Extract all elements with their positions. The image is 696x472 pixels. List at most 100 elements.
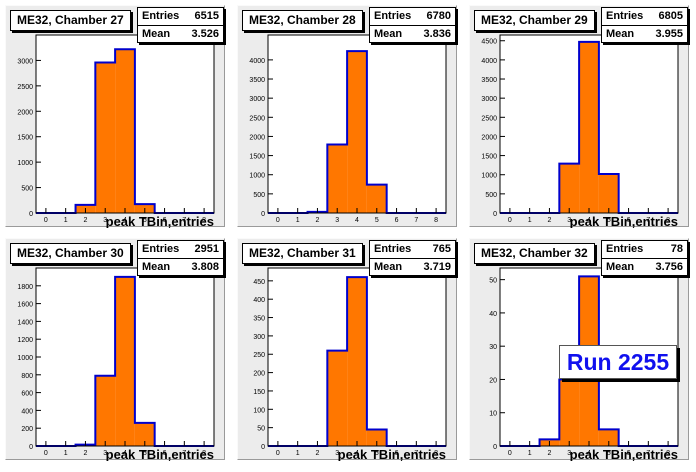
chamber-title: ME32, Chamber 30: [10, 243, 131, 264]
stats-box: Entries 6515 Mean 3.526: [137, 7, 224, 43]
stats-entries-label: Entries: [374, 243, 412, 255]
y-tick-label: 1400: [17, 319, 33, 326]
y-tick-label: 1000: [17, 160, 33, 167]
x-tick-label: 3: [335, 217, 339, 224]
y-tick-label: 3000: [17, 58, 33, 65]
x-tick-label: 3: [335, 450, 339, 457]
stats-mean-row: Mean 3.955: [602, 25, 687, 42]
y-tick-label: 500: [485, 192, 497, 199]
x-tick-label: 8: [202, 450, 206, 457]
x-tick-label: 2: [315, 217, 319, 224]
stats-entries-value: 78: [670, 243, 683, 255]
y-tick-label: 350: [253, 316, 265, 323]
chamber-title: ME32, Chamber 32: [474, 243, 595, 264]
y-tick-label: 1000: [249, 173, 265, 180]
histogram-plot: 0 500 1000 1500 2000 2500 3000 3500 4000 0 1 2 3 4 5 6 7…: [249, 34, 447, 224]
histogram-bar: [347, 277, 367, 446]
stats-mean-row: Mean 3.836: [370, 25, 455, 42]
x-tick-label: 3: [103, 450, 107, 457]
x-tick-label: 0: [44, 450, 48, 457]
y-tick-label: 250: [253, 352, 265, 359]
x-tick-label: 2: [83, 450, 87, 457]
y-tick-label: 4000: [481, 58, 497, 65]
y-tick-label: 4000: [249, 58, 265, 65]
stats-entries-label: Entries: [142, 10, 180, 22]
y-tick-label: 3000: [249, 96, 265, 103]
y-tick-label: 0: [261, 211, 265, 218]
x-tick-label: 5: [143, 450, 147, 457]
x-tick-label: 8: [666, 450, 670, 457]
x-tick-label: 0: [276, 217, 280, 224]
y-tick-label: 50: [257, 426, 265, 433]
x-tick-label: 6: [395, 450, 399, 457]
x-tick-label: 6: [163, 450, 167, 457]
x-tick-label: 7: [646, 450, 650, 457]
stats-entries-label: Entries: [142, 243, 180, 255]
x-tick-label: 6: [395, 217, 399, 224]
chamber-title-text: ME32, Chamber 32: [481, 246, 588, 260]
stats-entries-label: Entries: [606, 243, 644, 255]
x-tick-label: 7: [414, 217, 418, 224]
x-tick-label: 1: [296, 450, 300, 457]
x-tick-label: 2: [547, 450, 551, 457]
x-tick-label: 5: [375, 217, 379, 224]
histogram-bar: [347, 51, 367, 213]
stats-mean-value: 3.955: [655, 28, 683, 40]
stats-entries-row: Entries 765: [370, 241, 455, 257]
histogram-bar: [559, 379, 580, 446]
y-tick-label: 2500: [17, 84, 33, 91]
y-tick-label: 1000: [481, 173, 497, 180]
y-tick-label: 1000: [17, 355, 33, 362]
y-tick-label: 0: [29, 211, 33, 218]
y-tick-label: 50: [489, 278, 497, 285]
y-tick-label: 500: [21, 186, 33, 193]
stats-entries-label: Entries: [606, 10, 644, 22]
x-tick-label: 3: [567, 450, 571, 457]
chamber-title-text: ME32, Chamber 29: [481, 13, 588, 27]
x-axis-title: peak TBin,entries: [106, 214, 214, 228]
chamber-title-text: ME32, Chamber 30: [17, 246, 124, 260]
histogram-plot: 0 50 100 150 200 250 300 350 400 450 0 1 2 3 4 5 6 7 8peak…: [253, 267, 447, 461]
x-tick-label: 7: [646, 217, 650, 224]
y-tick-label: 1200: [17, 337, 33, 344]
x-tick-label: 5: [607, 217, 611, 224]
y-tick-label: 3500: [481, 77, 497, 84]
histogram-pad: 0 500 1000 1500 2000 2500 3000 3500 4000 4500 0 1 2 3…: [469, 5, 689, 228]
y-tick-label: 3000: [481, 96, 497, 103]
chamber-title: ME32, Chamber 27: [10, 10, 131, 31]
stats-box: Entries 2951 Mean 3.808: [137, 240, 224, 276]
stats-entries-value: 2951: [194, 243, 219, 255]
chamber-title: ME32, Chamber 31: [242, 243, 363, 264]
chamber-title-text: ME32, Chamber 31: [249, 246, 356, 260]
y-tick-label: 1500: [481, 154, 497, 161]
y-tick-label: 1500: [17, 135, 33, 142]
histogram-bar: [598, 173, 619, 213]
y-tick-label: 1500: [249, 154, 265, 161]
stats-mean-label: Mean: [606, 28, 635, 40]
stats-entries-value: 6805: [658, 10, 683, 22]
x-tick-label: 8: [434, 450, 438, 457]
chamber-title-text: ME32, Chamber 27: [17, 13, 124, 27]
stats-mean-label: Mean: [374, 28, 403, 40]
stats-mean-label: Mean: [142, 28, 171, 40]
y-tick-label: 400: [253, 297, 265, 304]
histogram-bar: [115, 49, 135, 213]
histogram-bar: [366, 184, 387, 213]
y-tick-label: 1800: [17, 284, 33, 291]
y-tick-label: 400: [21, 408, 33, 415]
x-tick-label: 2: [315, 450, 319, 457]
y-tick-label: 200: [253, 371, 265, 378]
stats-mean-value: 3.756: [655, 261, 683, 273]
stats-entries-row: Entries 78: [602, 241, 687, 257]
x-axis-title: peak TBin,entries: [106, 447, 214, 461]
y-tick-label: 600: [21, 391, 33, 398]
x-tick-label: 4: [123, 450, 127, 457]
x-tick-label: 6: [627, 450, 631, 457]
x-tick-label: 1: [528, 217, 532, 224]
histogram-bar: [559, 163, 580, 213]
x-tick-label: 1: [296, 217, 300, 224]
y-tick-label: 2000: [17, 109, 33, 116]
stats-mean-value: 3.808: [191, 261, 219, 273]
x-tick-label: 3: [103, 217, 107, 224]
